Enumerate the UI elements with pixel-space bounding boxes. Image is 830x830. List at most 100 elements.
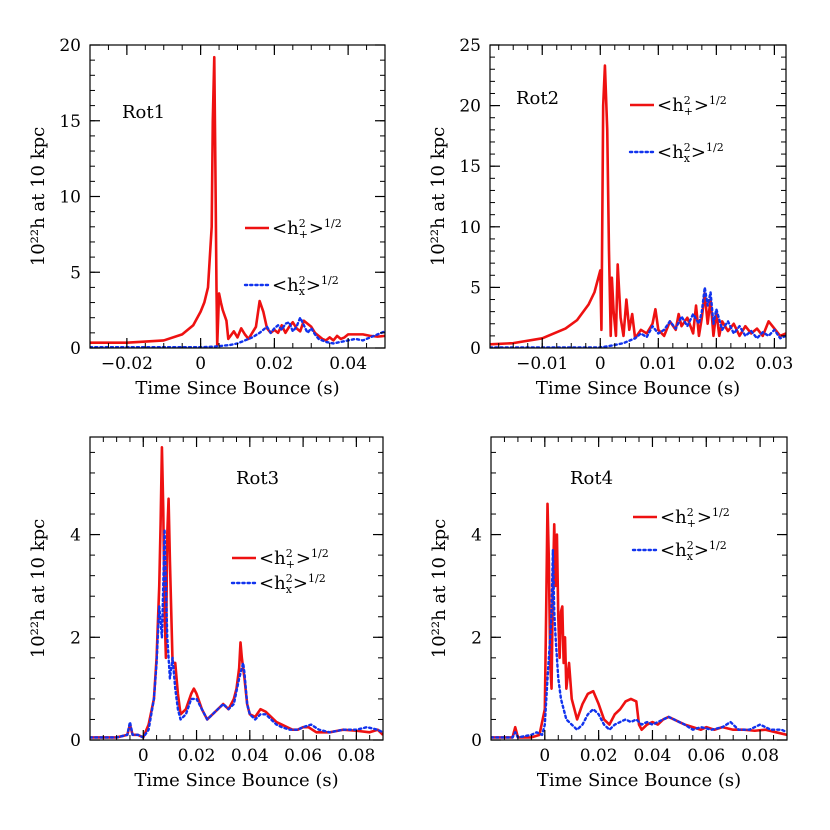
legend-entry-label: <h2 x>1/2 [272,274,339,298]
x-axis-label: Time Since Bounce (s) [134,770,338,791]
y-tick-label: 0 [471,731,482,751]
y-tick-label: 20 [459,97,481,117]
legend-text-part: <h [660,507,687,528]
x-axis-label: Time Since Bounce (s) [537,770,741,791]
legend-entry-label: <h2 x>1/2 [259,572,326,596]
legend-text-part: > [306,275,321,296]
legend-text-part: 1/2 [321,274,339,287]
series-line-hplus [490,64,786,346]
legend-text-part: > [697,507,712,528]
x-tick-label: 0.08 [741,746,779,766]
plot-frame [490,436,788,741]
y-tick-label: 5 [470,278,481,298]
series-line-hcross [491,548,787,739]
panel-label: Rot1 [122,102,165,123]
legend-text-part: 2 [687,506,694,519]
legend-text-part: 2 [299,274,306,287]
legend-text-part: x [684,152,691,165]
panel-label: Rot3 [236,468,279,489]
panel-label: Rot2 [516,88,559,109]
legend-text-part: 2 [286,572,293,585]
y-tick-label: 15 [459,157,481,177]
legend-text-part: > [694,95,709,116]
series-line-hplus [90,55,385,347]
legend-text-part: 1/2 [712,506,730,519]
x-tick-label: −0.02 [101,354,153,374]
legend-text-part: 1/2 [706,141,724,154]
legend-text-part: <h [272,218,299,239]
legend-entry-label: <h2 +>1/2 [272,217,342,241]
chart-panel-rot4: 0 0.02 0.04 0.06 0.08 0 2 4 Time Since Bounce (s… [429,436,788,791]
legend: <h2 +>1/2<h2 x>1/2 [628,94,727,165]
x-tick-label: 0.06 [284,746,322,766]
x-tick-label: 0.02 [580,746,618,766]
legend-text-part: 1/2 [709,94,727,107]
legend-text-part: <h [660,540,687,561]
x-tick-label: 0 [138,746,149,766]
x-tick-label: 0.01 [639,354,677,374]
x-tick-label: 0.02 [697,354,735,374]
y-tick-label: 10 [59,188,81,208]
y-axis-label: 10²²h at 10 kpc [428,127,449,266]
x-tick-label: 0.03 [755,354,793,374]
panel-label: Rot4 [570,468,613,489]
legend: <h2 +>1/2<h2 x>1/2 [230,547,329,596]
plot-frame [489,44,787,349]
y-tick-label: 2 [70,628,81,648]
y-tick-label: 5 [70,263,81,283]
legend-text-part: x [687,550,694,563]
series-line-hplus [491,502,787,739]
x-tick-label: 0.04 [634,746,672,766]
x-axis-label: Time Since Bounce (s) [135,378,339,399]
y-tick-label: 4 [471,526,482,546]
legend-text-part: <h [259,573,286,594]
x-tick-label: 0 [539,746,550,766]
legend-text-part: 1/2 [709,539,727,552]
legend-entry-label: <h2 x>1/2 [660,539,727,563]
x-tick-label: 0.04 [231,746,269,766]
x-tick-label: 0.02 [178,746,216,766]
y-axis-label: 10²²h at 10 kpc [429,519,450,658]
x-tick-label: 0.02 [255,354,293,374]
chart-panel-rot1: −0.02 0 0.02 0.04 0 5 10 15 20 Time Since Bounce … [28,36,386,399]
legend-text-part: 1/2 [324,217,342,230]
legend-text-part: 2 [299,217,306,230]
legend-text-part: <h [657,142,684,163]
legend-text-part: <h [259,548,286,569]
x-tick-label: 0.04 [329,354,367,374]
y-tick-label: 4 [70,526,81,546]
legend-text-part: 2 [684,141,691,154]
chart-panel-rot3: 0 0.02 0.04 0.06 0.08 0 2 4 Time Since Bounce (s… [28,436,384,791]
y-tick-label: 10 [459,218,481,238]
y-axis-label: 10²²h at 10 kpc [28,519,49,658]
series-line-hcross [90,316,385,348]
legend-text-part: x [299,285,306,298]
legend-text-part: > [309,218,324,239]
series-line-hcross [90,528,383,739]
legend-text-part: > [691,142,706,163]
legend-text-part: 1/2 [308,572,326,585]
plot-frame [89,44,386,349]
legend-text-part: 2 [687,539,694,552]
x-axis-label: Time Since Bounce (s) [536,378,740,399]
legend-text-part: > [293,573,308,594]
legend-entry-label: <h2 +>1/2 [259,547,329,571]
x-tick-label: 0.06 [687,746,725,766]
y-tick-label: 0 [70,339,81,359]
legend-text-part: + [299,228,308,241]
legend-text-part: 1/2 [311,547,329,560]
y-tick-label: 25 [459,36,481,56]
legend-text-part: + [687,517,696,530]
legend-text-part: 2 [684,94,691,107]
y-tick-label: 0 [470,339,481,359]
y-tick-label: 15 [59,112,81,132]
series-line-hcross [490,286,786,348]
legend: <h2 +>1/2<h2 x>1/2 [243,217,342,298]
legend-entry-label: <h2 x>1/2 [657,141,724,165]
y-tick-label: 2 [471,628,482,648]
chart-panel-rot2: −0.01 0 0.01 0.02 0.03 0 5 10 15 20 25 Time Since B… [428,36,793,399]
legend-text-part: > [694,540,709,561]
x-tick-label: 0 [595,354,606,374]
legend-text-part: <h [657,95,684,116]
x-tick-label: −0.01 [516,354,568,374]
